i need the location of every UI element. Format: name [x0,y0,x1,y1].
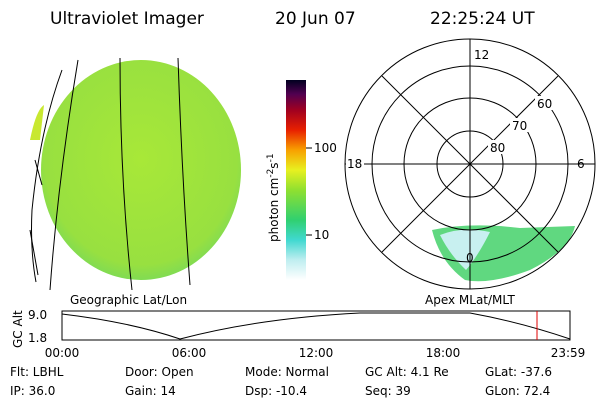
alt-ylabel: GC Alt [11,310,25,348]
status-field: Gain: 14 [125,384,176,398]
alt-xtick: 23:59 [551,346,586,360]
exponent: -1 [266,153,276,162]
lat-label: 60 [537,97,552,111]
footer: Flt: LBHL Door: Open Mode: Normal GC Alt: 4… [10,365,552,398]
colorbar-tick-label: 10 [314,228,329,242]
status-field: Dsp: -10.4 [245,384,307,398]
colorbar [286,80,306,280]
alt-xtick: 12:00 [299,346,334,360]
alt-xtick: 00:00 [45,346,80,360]
date: 20 Jun 07 [275,9,356,29]
colorbar-tick-label: 100 [314,141,337,155]
mlt-label: 18 [347,157,362,171]
unit: photon cm [267,178,281,242]
instrument: Ultraviolet Imager [50,9,204,29]
mlt-label: 0 [466,251,474,265]
status-field: GLat: -37.6 [485,365,552,379]
polar-plot [344,38,596,290]
alt-ytick: 1.8 [28,331,47,345]
status-field: Door: Open [125,365,194,379]
exponent: -2 [266,169,276,178]
geo-image [29,57,241,291]
mlt-label: 12 [474,48,489,62]
alt-ytick: 9.0 [28,308,47,322]
alt-curve [61,312,571,340]
right-panel-label: Apex MLat/MLT [425,293,515,307]
status-field: Seq: 39 [365,384,411,398]
status-field: GLon: 72.4 [485,384,550,398]
status-field: GC Alt: 4.1 Re [365,365,449,379]
colorbar-label: photon cm-2s-1 [266,153,281,242]
mlt-label: 6 [577,157,585,171]
status-field: Mode: Normal [245,365,329,379]
left-panel-label: Geographic Lat/Lon [70,293,187,307]
time: 22:25:24 UT [430,9,535,29]
lat-label: 70 [512,119,527,133]
lat-label: 80 [490,141,505,155]
status-field: IP: 36.0 [10,384,55,398]
unit: s [267,162,281,168]
status-field: Flt: LBHL [10,365,64,379]
alt-xtick: 06:00 [172,346,207,360]
alt-plot-frame [61,310,571,341]
alt-xtick: 18:00 [426,346,461,360]
